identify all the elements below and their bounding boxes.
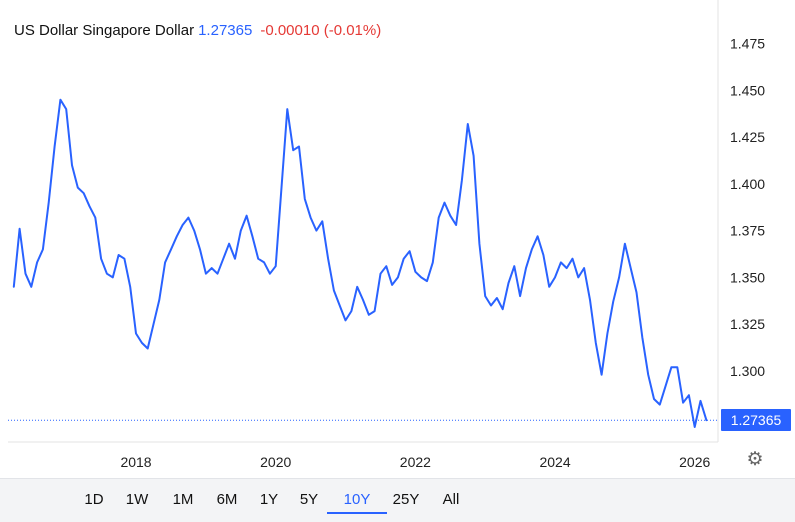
range-button-25y[interactable]: 25Y — [392, 491, 420, 508]
x-tick-label: 2018 — [120, 454, 151, 470]
x-tick-label: 2026 — [679, 454, 710, 470]
y-tick-label: 1.450 — [730, 82, 765, 98]
active-range-underline — [327, 512, 387, 514]
range-selector: 1D 1W 1M 6M 1Y 5Y 10Y 25Y All — [0, 478, 795, 522]
range-button-5y[interactable]: 5Y — [299, 491, 319, 508]
price-change: -0.00010 (-0.01%) — [260, 22, 382, 39]
y-tick-label: 1.325 — [730, 316, 765, 332]
quote-header: US Dollar Singapore Dollar 1.27365 -0.0001… — [14, 22, 381, 39]
x-tick-label: 2022 — [400, 454, 431, 470]
y-tick-label: 1.400 — [730, 176, 765, 192]
range-button-1w[interactable]: 1W — [125, 491, 149, 508]
y-tick-label: 1.425 — [730, 129, 765, 145]
range-button-6m[interactable]: 6M — [216, 491, 238, 508]
range-button-1d[interactable]: 1D — [84, 491, 104, 508]
last-price-badge: 1.27365 — [721, 409, 791, 432]
series-line — [12, 98, 708, 428]
range-button-10y[interactable]: 10Y — [343, 491, 371, 508]
y-tick-label: 1.300 — [730, 363, 765, 379]
range-button-1m[interactable]: 1M — [172, 491, 194, 508]
instrument-name: US Dollar Singapore Dollar — [14, 22, 195, 39]
y-tick-label: 1.350 — [730, 269, 765, 285]
price-chart[interactable]: 1.475 1.450 1.425 1.400 1.375 1.350 1.325 1.300… — [0, 0, 795, 478]
x-tick-label: 2020 — [260, 454, 291, 470]
gear-icon[interactable]: ⚙ — [746, 449, 764, 470]
y-tick-label: 1.375 — [730, 223, 765, 239]
x-tick-label: 2024 — [539, 454, 570, 470]
current-price: 1.27365 — [198, 22, 253, 39]
range-button-1y[interactable]: 1Y — [259, 491, 279, 508]
y-tick-label: 1.475 — [730, 36, 765, 52]
range-button-all[interactable]: All — [442, 491, 460, 508]
